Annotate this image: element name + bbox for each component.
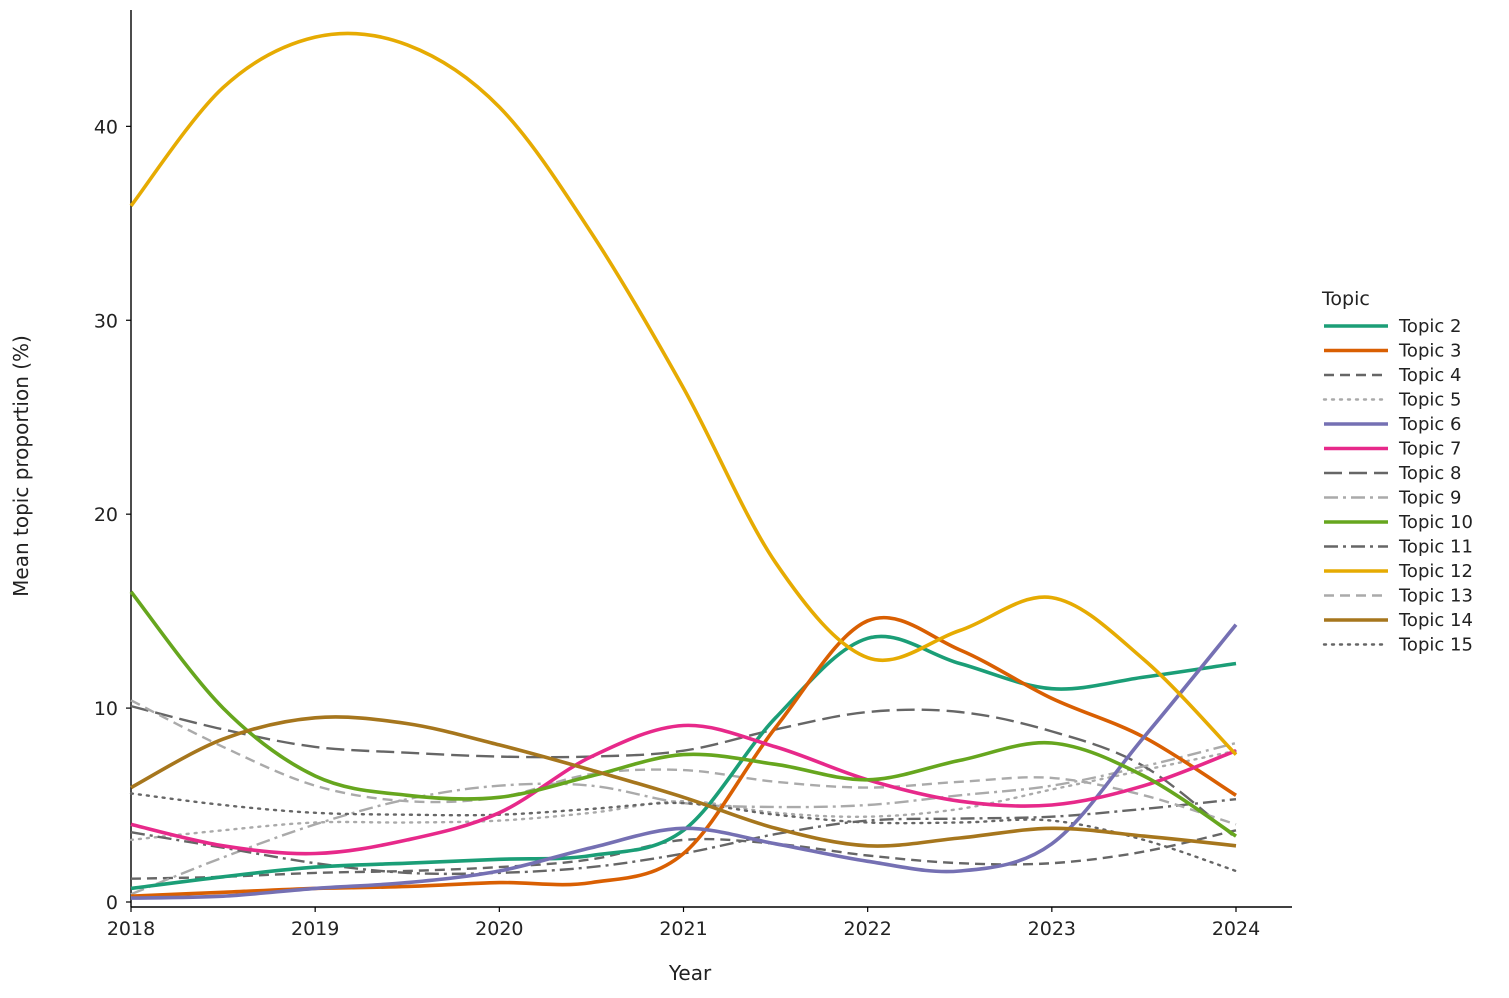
legend-label: Topic 7: [1398, 439, 1461, 460]
series-line-topic-13: [130, 699, 1237, 826]
y-axis-title: Mean topic proportion (%): [9, 335, 33, 597]
series-line-topic-15: [129, 792, 1238, 873]
legend-label: Topic 2: [1398, 316, 1461, 337]
x-tick-label: 2020: [475, 918, 523, 940]
x-tick-label: 2018: [107, 918, 155, 940]
series-line-topic-5: [129, 749, 1238, 842]
series-line-topic-8: [130, 704, 1237, 839]
series-line-topic-4: [130, 829, 1237, 880]
y-tick-label: 0: [106, 892, 118, 914]
legend-label: Topic 8: [1398, 463, 1461, 484]
legend-items: Topic 2 Topic 3 Topic 4 Topic 5 Topic 6 Topic…: [1322, 316, 1473, 656]
legend-label: Topic 3: [1398, 341, 1461, 362]
legend-label: Topic 5: [1398, 390, 1461, 411]
x-tick-label: 2024: [1212, 918, 1260, 940]
legend-label: Topic 4: [1398, 365, 1461, 386]
x-tick-label: 2019: [291, 918, 339, 940]
series-layer: [129, 31, 1238, 900]
y-tick-label: 40: [94, 116, 118, 138]
series-line-topic-10: [129, 590, 1237, 838]
y-tick-label: 30: [94, 310, 118, 332]
legend-label: Topic 12: [1398, 561, 1473, 582]
x-ticks: 2018 2019 2020 2021 2022 2023 2024: [107, 907, 1260, 940]
axes: [130, 10, 1292, 908]
legend-label: Topic 6: [1398, 414, 1461, 435]
series-line-topic-12: [129, 31, 1238, 756]
legend-label: Topic 14: [1398, 610, 1473, 631]
y-tick-label: 20: [94, 504, 118, 526]
y-ticks: 0 10 20 30 40: [94, 116, 131, 914]
legend-title: Topic: [1321, 288, 1370, 310]
x-tick-label: 2023: [1028, 918, 1076, 940]
series-line-topic-14: [130, 715, 1237, 848]
legend-label: Topic 9: [1398, 488, 1461, 509]
series-line-topic-6: [130, 623, 1238, 900]
x-tick-label: 2021: [659, 918, 707, 940]
series-line-topic-2: [130, 634, 1237, 891]
legend-label: Topic 15: [1398, 635, 1473, 656]
legend-label: Topic 13: [1398, 586, 1473, 607]
series-line-topic-7: [130, 723, 1237, 856]
x-tick-label: 2022: [843, 918, 891, 940]
legend-label: Topic 11: [1398, 537, 1473, 558]
series-line-topic-11: [130, 798, 1237, 876]
y-tick-label: 10: [94, 698, 118, 720]
x-axis-title: Year: [668, 961, 712, 985]
legend-label: Topic 10: [1398, 512, 1473, 533]
